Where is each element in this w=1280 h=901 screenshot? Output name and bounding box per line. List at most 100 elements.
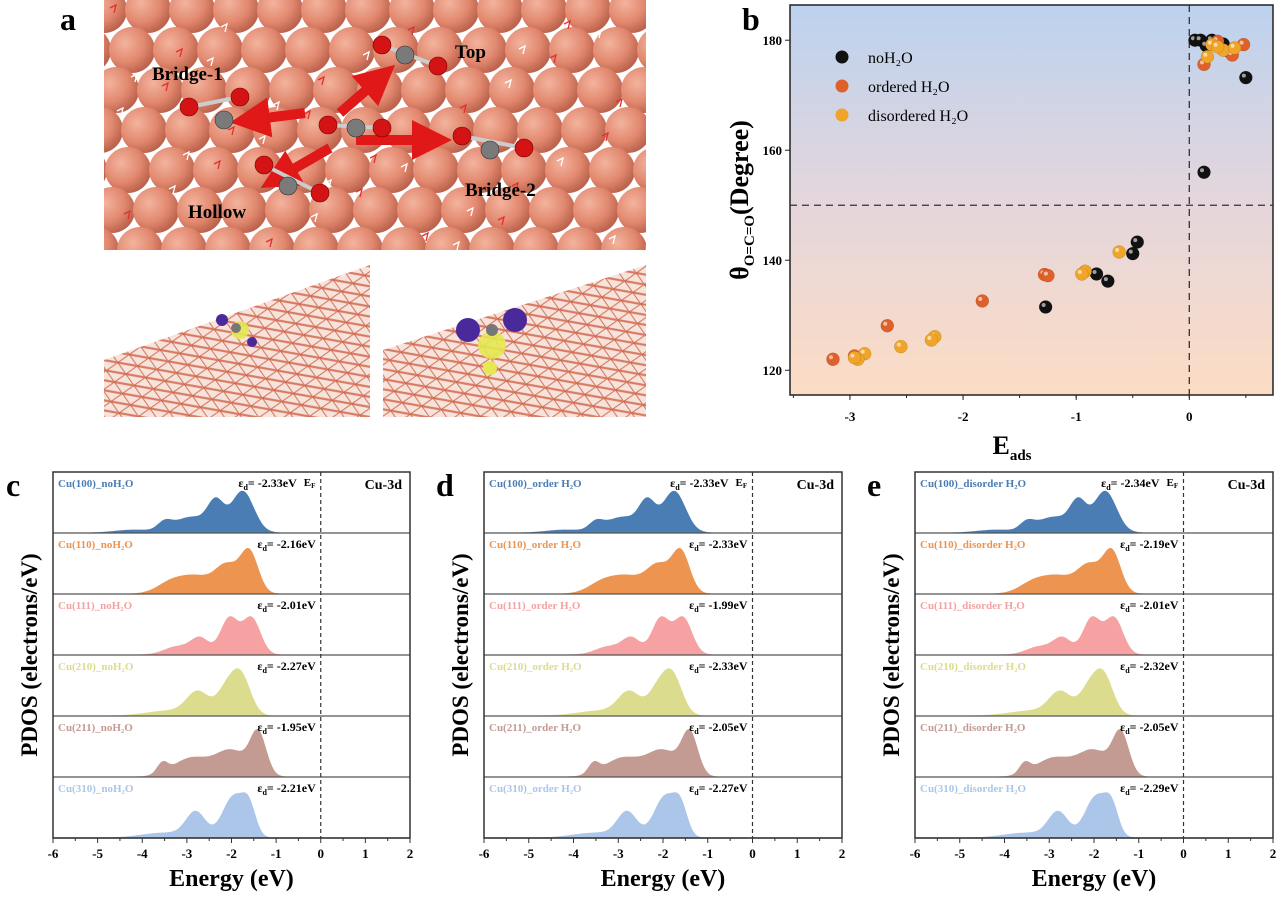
series-label: Cu(100)_disorder H₂O [920, 478, 1027, 490]
water-molecule [116, 106, 124, 117]
data-point-highlight [1207, 40, 1212, 45]
x-tick-label: -1 [271, 846, 282, 861]
water-molecule [615, 97, 623, 108]
cu-atom [681, 27, 727, 73]
epsilon-sub: d [262, 544, 267, 553]
cu-atom [433, 0, 479, 33]
cu-atom [205, 227, 251, 250]
d-band-center-value: -1.95eV [277, 720, 316, 734]
d-band-center-equals: = [699, 537, 709, 551]
fermi-label-main: E [1167, 477, 1174, 489]
x-tick-label: -1 [1133, 846, 1144, 861]
cu-atom [573, 187, 619, 233]
x-tick-label: -2 [658, 846, 669, 861]
cu-atom [665, 67, 711, 113]
epsilon-symbol: ε [1120, 720, 1125, 734]
d-band-center-label: εd= -2.05eV [689, 720, 748, 736]
cu-atom [593, 27, 639, 73]
panel-letter-d: d [436, 467, 454, 503]
cu-atom [565, 0, 611, 33]
cu-atom [153, 27, 199, 73]
plot-area [789, 4, 1274, 396]
water-molecule [123, 209, 131, 220]
x-axis-label-sub: ads [1010, 448, 1032, 464]
d-band-center-label: εd= -2.05eV [1120, 720, 1179, 736]
water-molecule [594, 28, 602, 39]
orbital-label: Cu-3d [797, 478, 835, 493]
d-band-center-equals: = [1130, 598, 1140, 612]
cu-atom [549, 27, 595, 73]
co2-molecules [179, 35, 534, 203]
d-band-center-label: εd= -2.33eV [238, 476, 297, 492]
d-band-center-label: εd= -2.33eV [689, 659, 748, 675]
epsilon-sub: d [694, 605, 699, 614]
cu-atom [445, 67, 491, 113]
cu-atom [637, 31, 646, 69]
epsilon-symbol: ε [689, 537, 694, 551]
water-molecule [407, 25, 415, 36]
data-point-highlight [1041, 302, 1046, 307]
d-band-center-label: εd= -2.27eV [257, 659, 316, 675]
d-band-center-equals: = [1130, 781, 1140, 795]
cu-atom [401, 67, 447, 113]
d-band-center-equals: = [699, 659, 709, 673]
data-point [975, 294, 990, 308]
legend-marker [835, 108, 849, 122]
d-band-center-label: εd= -2.19eV [1120, 537, 1179, 553]
data-point-highlight [1213, 42, 1218, 47]
y-axis-label: PDOS (electrons/eV) [879, 553, 904, 756]
y-tick-label: 160 [763, 143, 783, 158]
data-point-highlight [1092, 269, 1097, 274]
epsilon-symbol: ε [1120, 537, 1125, 551]
legend-marker [835, 79, 849, 93]
water-molecule [182, 150, 190, 161]
epsilon-symbol: ε [257, 537, 262, 551]
site-label-hollow: Hollow [188, 202, 246, 223]
x-axis-label-main: E [992, 431, 1009, 460]
series-label: Cu(111)_order H₂O [489, 600, 581, 612]
x-tick-label: 2 [1270, 846, 1277, 861]
pdos-area [484, 668, 842, 716]
x-tick-label: 2 [839, 846, 846, 861]
data-point-highlight [1103, 277, 1108, 282]
series-label: Cu(211)_disorder H₂O [920, 722, 1026, 734]
epsilon-sub: d [1125, 544, 1130, 553]
y-axis-label-unit: (Degree) [725, 120, 754, 215]
d-band-center-label: εd= -1.95eV [257, 720, 316, 736]
data-point-highlight [1241, 73, 1246, 78]
data-point [880, 318, 895, 333]
x-tick-label: -1 [702, 846, 713, 861]
epsilon-sub: d [1125, 666, 1130, 675]
fermi-label: EF [736, 477, 748, 490]
pdos-area [484, 547, 842, 594]
d-band-center-equals: = [680, 476, 690, 490]
cu-atom [645, 243, 646, 250]
fermi-label: EF [1167, 477, 1179, 490]
water-molecule [518, 44, 526, 55]
data-point [1089, 267, 1104, 281]
cu-atom [265, 187, 311, 233]
cu-atom [397, 187, 443, 233]
x-tick-label: -5 [954, 846, 965, 861]
panel-e-pdos: Cu(100)_disorder H₂O εd= -2.34eVCu(110)_d… [879, 471, 1277, 892]
y-axis-label-sub: O=C=O [742, 215, 758, 266]
data-point-highlight [850, 353, 855, 358]
cu-atom [649, 107, 695, 153]
oxygen-atom [372, 35, 392, 55]
epsilon-symbol: ε [1120, 781, 1125, 795]
pdos-area [53, 490, 410, 533]
series-label: Cu(211)_order H₂O [489, 722, 581, 734]
water-molecule [601, 131, 609, 142]
d-band-center-label: εd= -2.21eV [257, 781, 316, 797]
cu-atom [389, 0, 435, 33]
d-band-center-equals: = [699, 781, 709, 795]
pdos-area [53, 547, 410, 594]
cu-atom [104, 158, 107, 182]
oxygen-atom [452, 126, 472, 146]
cu-atom [169, 0, 215, 33]
x-tick-label: -3 [845, 409, 856, 424]
d-band-center-label: εd= -2.33eV [670, 476, 729, 492]
y-tick-label: 180 [763, 33, 783, 48]
cu-atom [617, 187, 646, 233]
